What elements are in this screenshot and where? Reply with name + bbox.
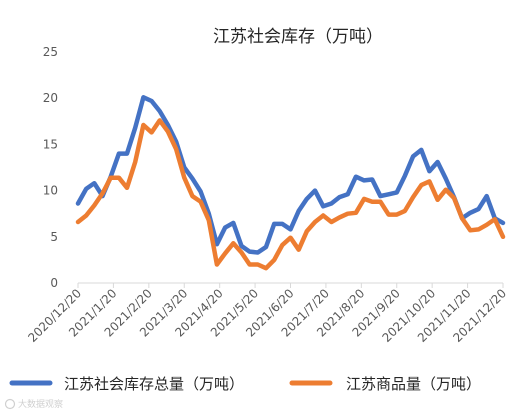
series-layer	[75, 95, 506, 271]
chart-title: 江苏社会库存（万吨）	[213, 27, 383, 47]
series-total-inventory	[75, 95, 506, 255]
watermark-logo-icon	[4, 398, 16, 410]
watermark: 大数据观察	[4, 398, 63, 410]
watermark-text: 大数据观察	[18, 398, 63, 410]
y-tick-label: 20	[43, 91, 58, 105]
legend: 江苏社会库存总量（万吨） 江苏商品量（万吨）	[9, 375, 481, 393]
y-tick-label: 10	[43, 184, 58, 198]
y-axis: 0 5 10 15 20 25	[43, 45, 58, 290]
y-tick-label: 5	[50, 230, 58, 244]
y-tick-label: 25	[43, 45, 58, 59]
legend-label-commodity-volume: 江苏商品量（万吨）	[346, 375, 481, 393]
y-tick-label: 15	[43, 137, 58, 151]
x-axis: 2020/12/202021/1/202021/2/202021/3/20202…	[25, 282, 509, 345]
series-line	[75, 118, 506, 271]
series-commodity-volume	[75, 118, 506, 271]
legend-label-total-inventory: 江苏社会库存总量（万吨）	[64, 375, 244, 393]
y-tick-label: 0	[50, 276, 58, 290]
series-line	[75, 95, 506, 255]
